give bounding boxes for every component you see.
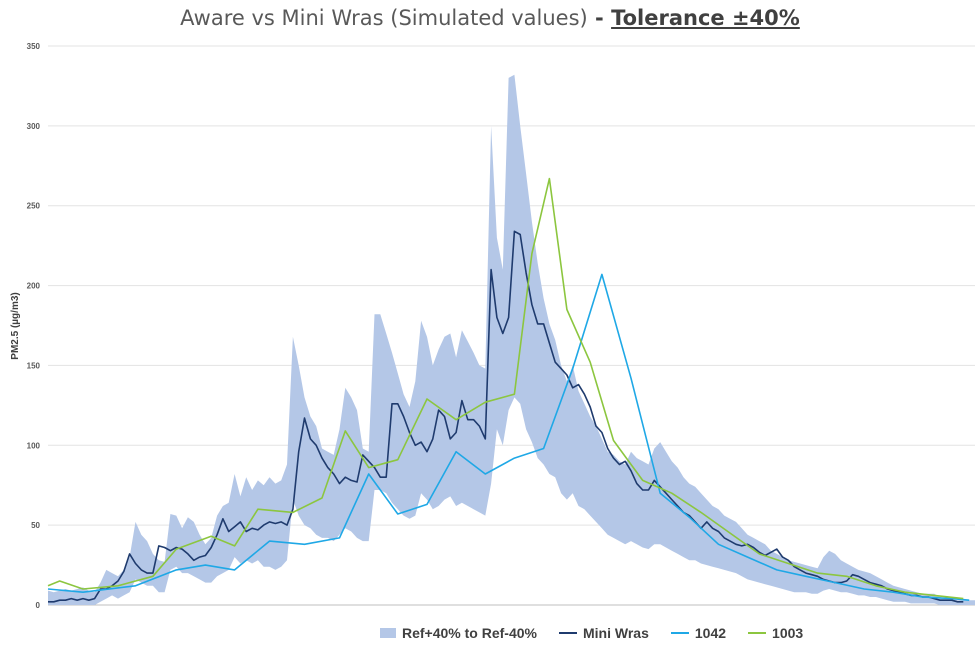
tolerance-band	[48, 74, 975, 605]
legend-label-1042: 1042	[694, 625, 727, 641]
series-line-mini-wras	[48, 230, 964, 603]
y-tick-label: 200	[27, 282, 41, 291]
legend-item-1042: 1042	[670, 625, 727, 641]
y-tick-label: 150	[27, 361, 41, 370]
legend-label-1003: 1003	[772, 625, 804, 641]
y-tick-label: 300	[27, 122, 41, 131]
legend-swatch-1003	[748, 632, 767, 634]
legend-item-1003: 1003	[748, 625, 803, 641]
legend-label-band: Ref+40% to Ref-40%	[402, 625, 537, 641]
y-tick-label: 250	[27, 202, 41, 211]
legend-swatch-band	[380, 628, 396, 638]
legend-item-mini-wras: Mini Wras	[559, 625, 649, 641]
y-axis-ticks: 0 50 100 150 200 250 300 350	[27, 42, 41, 610]
y-tick-label: 0	[36, 601, 41, 610]
band-layer	[48, 74, 975, 605]
y-tick-label: 50	[31, 521, 40, 530]
y-tick-label: 100	[27, 441, 41, 450]
legend-swatch-1042	[670, 632, 689, 634]
chart-title: Aware vs Mini Wras (Simulated values) - …	[0, 6, 980, 30]
y-tick-label: 350	[27, 42, 41, 51]
y-axis-label: PM2.5 (µg/m3)	[10, 292, 21, 359]
series-layer	[47, 177, 970, 603]
series-line-1003	[47, 177, 964, 600]
chart-title-emphasis: Tolerance ±40%	[611, 6, 800, 30]
chart-title-main: Aware vs Mini Wras (Simulated values)	[180, 6, 588, 30]
legend-item-band: Ref+40% to Ref-40%	[380, 625, 537, 641]
legend: Ref+40% to Ref-40% Mini Wras 1042 1003	[380, 625, 825, 641]
series-line-1042	[47, 273, 970, 601]
legend-label-mini-wras: Mini Wras	[583, 625, 649, 641]
legend-swatch-mini-wras	[559, 632, 577, 634]
chart-title-separator: -	[587, 6, 612, 30]
